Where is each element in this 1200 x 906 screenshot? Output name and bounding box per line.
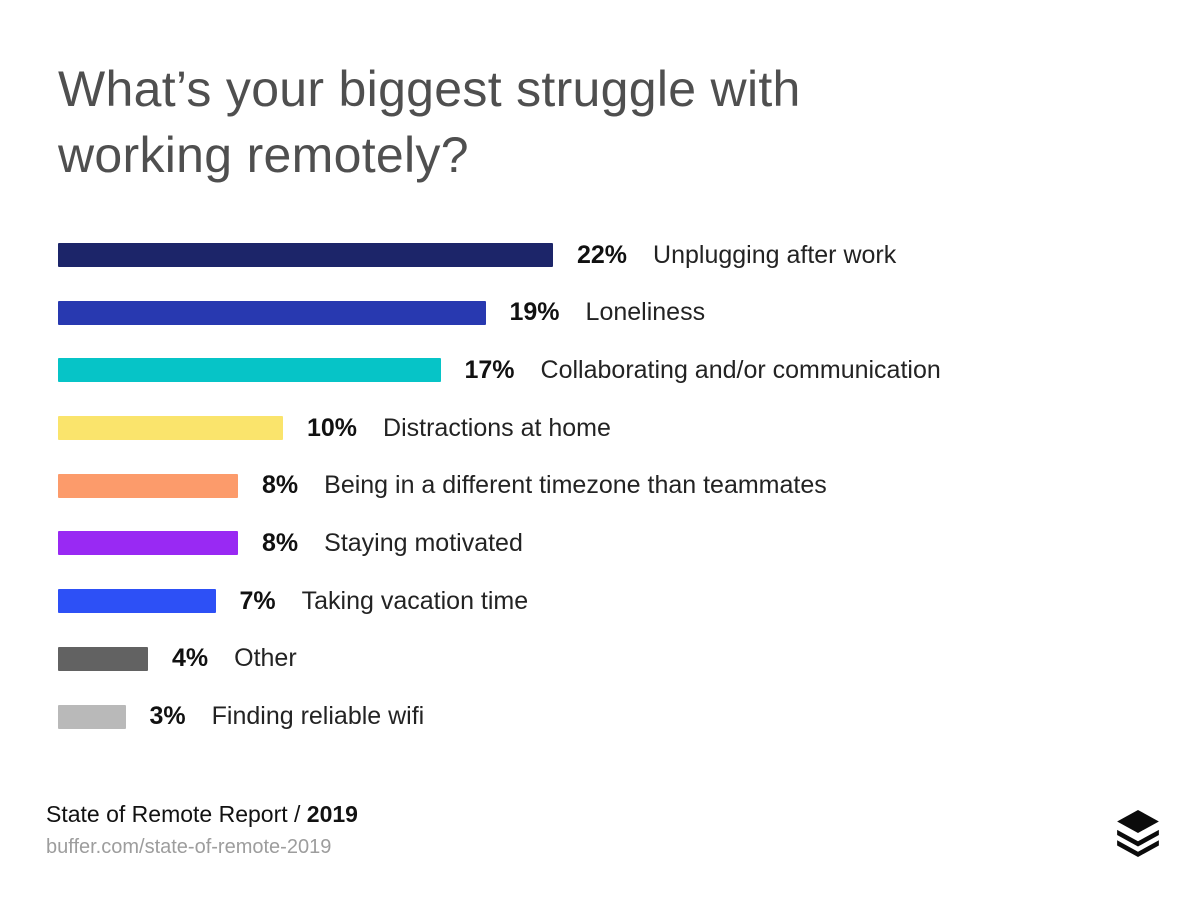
bar-row: 22% Unplugging after work — [58, 240, 941, 269]
bar-value: 8% — [262, 471, 299, 500]
bar-row: 10% Distractions at home — [58, 413, 941, 442]
bar — [58, 646, 148, 671]
bar-value: 4% — [172, 644, 209, 673]
bar-value: 7% — [239, 586, 276, 615]
bar — [58, 589, 216, 614]
bar-label: Finding reliable wifi — [211, 702, 425, 730]
page-title-line1: What’s your biggest struggle with — [58, 61, 801, 117]
page-title: What’s your biggest struggle with workin… — [58, 56, 801, 188]
bar-row: 19% Loneliness — [58, 298, 941, 327]
bar — [58, 300, 486, 325]
bar-value: 22% — [577, 240, 628, 269]
bar-value: 8% — [262, 528, 299, 557]
bar-value: 19% — [509, 298, 560, 327]
bar-row: 4% Other — [58, 644, 941, 673]
footer: State of Remote Report / 2019 buffer.com… — [46, 801, 358, 859]
footer-report-year: 2019 — [306, 801, 358, 827]
bar-row: 7% Taking vacation time — [58, 586, 941, 615]
bar-label: Staying motivated — [324, 528, 523, 557]
bar — [58, 358, 441, 383]
buffer-logo-mid-layer — [1117, 829, 1159, 847]
bar-row: 3% Finding reliable wifi — [58, 702, 941, 730]
bar — [58, 416, 283, 441]
bar-label: Taking vacation time — [301, 586, 529, 615]
bar-chart: 22% Unplugging after work 19% Loneliness 17%… — [58, 240, 941, 762]
footer-url: buffer.com/state-of-remote-2019 — [46, 836, 332, 858]
bar — [58, 704, 126, 729]
bar-label: Distractions at home — [383, 413, 611, 442]
bar-value: 17% — [464, 355, 515, 384]
buffer-logo-icon — [1117, 810, 1159, 857]
bar-value: 3% — [149, 702, 186, 730]
bar-label: Other — [234, 644, 297, 673]
bar-label: Loneliness — [585, 298, 706, 327]
bar-row: 8% Staying motivated — [58, 528, 941, 557]
footer-report-title: State of Remote Report / 2019 — [46, 801, 358, 828]
bar-value: 10% — [307, 413, 358, 442]
bar — [58, 243, 553, 267]
bar-label: Collaborating and/or communication — [540, 355, 941, 384]
page-title-line2: working remotely? — [58, 127, 469, 183]
buffer-logo-top-layer — [1117, 810, 1159, 833]
bar-label: Unplugging after work — [653, 240, 897, 269]
bar — [58, 473, 238, 498]
footer-report-label: State of Remote Report / — [46, 801, 307, 827]
bar-row: 17% Collaborating and/or communication — [58, 355, 941, 384]
bar — [58, 531, 238, 556]
bar-label: Being in a different timezone than teamm… — [324, 471, 827, 500]
buffer-logo-bottom-layer — [1117, 840, 1159, 857]
bar-row: 8% Being in a different timezone than tea… — [58, 471, 941, 500]
